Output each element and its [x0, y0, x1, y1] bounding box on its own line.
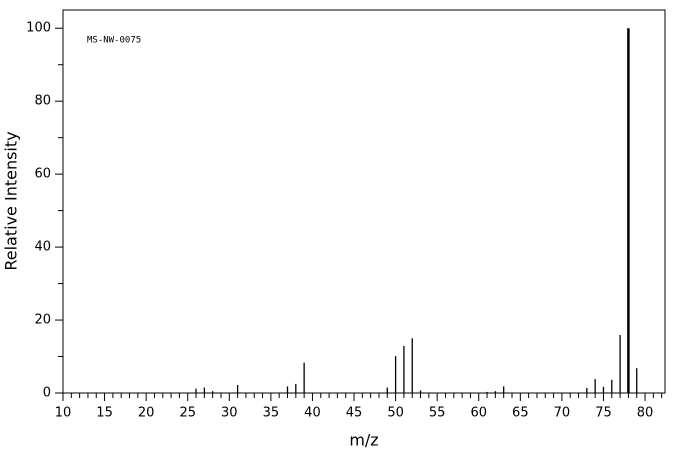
x-tick-label: 45 [346, 406, 363, 421]
y-tick-label: 100 [26, 21, 51, 36]
x-tick-label: 50 [387, 406, 404, 421]
x-tick-label: 75 [595, 406, 612, 421]
y-tick-label: 40 [34, 240, 51, 255]
x-tick-label: 80 [637, 406, 654, 421]
x-tick-label: 40 [304, 406, 321, 421]
y-axis-title: Relative Intensity [2, 131, 21, 270]
x-tick-label: 55 [429, 406, 446, 421]
x-tick-label: 35 [263, 406, 280, 421]
y-tick-label: 80 [34, 94, 51, 109]
x-tick-label: 60 [470, 406, 487, 421]
x-tick-label: 65 [512, 406, 529, 421]
y-tick-label: 0 [43, 386, 51, 401]
y-tick-label: 20 [34, 313, 51, 328]
x-tick-label: 10 [55, 406, 72, 421]
x-tick-label: 70 [554, 406, 571, 421]
plot-frame [62, 9, 666, 394]
y-tick-label: 60 [34, 167, 51, 182]
x-tick-label: 25 [179, 406, 196, 421]
x-tick-label: 20 [138, 406, 155, 421]
x-tick-label: 30 [221, 406, 238, 421]
x-axis-title: m/z [349, 431, 378, 450]
x-tick-label: 15 [96, 406, 113, 421]
annotation: MS-NW-0075 [87, 36, 141, 46]
